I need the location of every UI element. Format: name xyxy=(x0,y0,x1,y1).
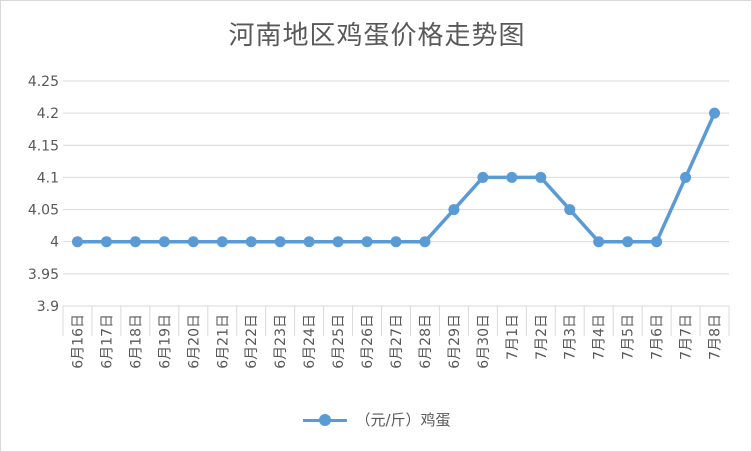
data-point xyxy=(129,236,141,248)
y-tick-label: 3.95 xyxy=(28,267,59,283)
y-tick-label: 4.05 xyxy=(28,203,59,219)
x-tick-label: 6月28日 xyxy=(418,314,434,369)
data-point xyxy=(158,236,170,248)
x-tick-label: 6月16日 xyxy=(70,314,86,369)
x-tick-label: 6月27日 xyxy=(389,314,405,369)
data-point xyxy=(506,171,518,183)
data-point xyxy=(448,204,460,216)
data-point xyxy=(593,236,605,248)
x-tick-label: 7月6日 xyxy=(650,314,666,360)
x-tick-label: 7月2日 xyxy=(534,314,550,360)
x-tick-label: 7月7日 xyxy=(679,314,695,360)
x-tick-label: 7月4日 xyxy=(592,314,608,360)
data-point xyxy=(419,236,431,248)
x-tick-label: 6月24日 xyxy=(302,314,318,369)
chart-title: 河南地区鸡蛋价格走势图 xyxy=(228,21,526,51)
data-point xyxy=(100,236,112,248)
x-tick-label: 6月25日 xyxy=(331,314,347,369)
data-point xyxy=(390,236,402,248)
x-tick-label: 6月17日 xyxy=(99,314,115,369)
x-tick-label: 7月8日 xyxy=(708,314,724,360)
x-tick-label: 6月29日 xyxy=(447,314,463,369)
x-tick-label: 6月26日 xyxy=(360,314,376,369)
legend-series-marker xyxy=(303,411,348,429)
x-tick-label: 7月3日 xyxy=(563,314,579,360)
y-tick-label: 4 xyxy=(50,235,59,251)
data-point xyxy=(709,107,721,119)
y-tick-label: 3.9 xyxy=(37,299,59,315)
x-tick-label: 6月18日 xyxy=(128,314,144,369)
x-tick-label: 7月5日 xyxy=(621,314,637,360)
y-tick-label: 4.2 xyxy=(37,106,59,122)
y-tick-label: 4.1 xyxy=(37,170,59,186)
data-point xyxy=(274,236,286,248)
legend-series-label: （元/斤）鸡蛋 xyxy=(355,411,451,429)
data-point xyxy=(477,171,489,183)
data-point xyxy=(332,236,344,248)
y-tick-label: 4.25 xyxy=(28,74,59,90)
data-point xyxy=(564,204,576,216)
data-point xyxy=(651,236,663,248)
data-point xyxy=(245,236,257,248)
data-point xyxy=(216,236,228,248)
x-tick-label: 6月19日 xyxy=(157,314,173,369)
data-point xyxy=(71,236,83,248)
x-tick-label: 6月20日 xyxy=(186,314,202,369)
data-point xyxy=(680,171,692,183)
x-tick-label: 6月22日 xyxy=(244,314,260,369)
data-point xyxy=(187,236,199,248)
plot-area: 3.9 3.95 4 4.05 4.1 4.15 4.2 4.25 6月16日 6月17日 6月18… xyxy=(28,74,730,369)
x-tick-label: 6月21日 xyxy=(215,314,231,369)
x-tick-label: 6月23日 xyxy=(273,314,289,369)
legend: （元/斤）鸡蛋 xyxy=(1,409,752,430)
data-point xyxy=(361,236,373,248)
x-tick-label: 6月30日 xyxy=(476,314,492,369)
data-point xyxy=(303,236,315,248)
data-point xyxy=(622,236,634,248)
y-tick-label: 4.15 xyxy=(28,138,59,154)
x-tick-label: 7月1日 xyxy=(505,314,521,360)
data-point xyxy=(535,171,547,183)
